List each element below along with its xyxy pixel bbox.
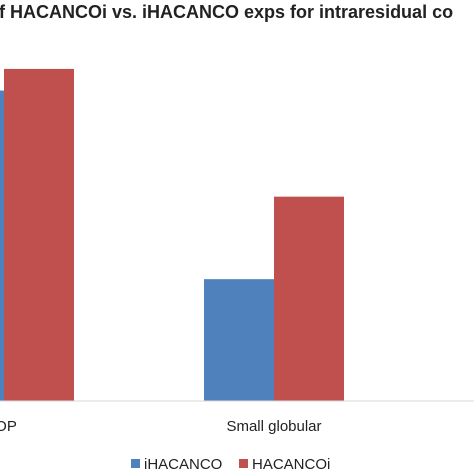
bar-small-globular-ihacanco	[204, 279, 274, 401]
bar-op-ihacanco	[0, 90, 4, 401]
legend-label-ihacanco: iHACANCO	[144, 456, 222, 473]
bar-op-hacancoi	[4, 68, 74, 401]
legend-swatch-ihacanco	[131, 459, 140, 468]
bars-group	[0, 68, 344, 401]
bar-small-globular-hacancoi	[274, 196, 344, 401]
category-label-small-globular: Small globular	[226, 418, 321, 435]
legend-label-hacancoi: HACANCOi	[252, 456, 330, 473]
category-label-op: OP	[0, 418, 17, 435]
legend: iHACANCO HACANCOi	[131, 456, 330, 473]
legend-swatch-hacancoi	[239, 459, 248, 468]
chart-title: of HACANCOi vs. iHACANCO exps for intrar…	[0, 2, 453, 22]
